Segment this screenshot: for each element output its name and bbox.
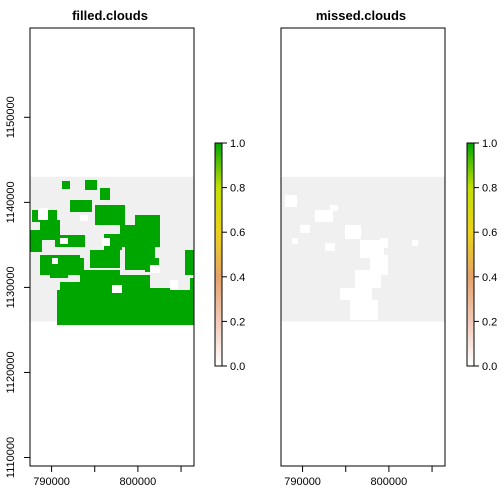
raster-cell: [360, 240, 384, 258]
raster-cell: [345, 225, 361, 239]
raster-cell: [55, 235, 85, 247]
colorbar-tick-label: 0.4: [482, 272, 497, 284]
raster-cell: [150, 265, 160, 273]
raster-cell: [140, 288, 170, 308]
raster-cell: [102, 238, 110, 246]
colorbar-tick-label: 0.8: [482, 183, 497, 195]
raster-cell: [380, 238, 388, 248]
x-axis: 790000 800000: [33, 466, 182, 488]
raster-cell: [355, 270, 381, 288]
colorbar-tick-label: 0.2: [230, 316, 245, 328]
x-axis: 790000 800000: [284, 466, 433, 488]
raster-missed-cells: [285, 195, 418, 320]
raster-cell: [325, 243, 335, 251]
colorbar-tick-label: 0.6: [230, 227, 245, 239]
raster-cell: [38, 208, 48, 220]
x-tick-label: 800000: [371, 476, 408, 488]
colorbar-tick-label: 1.0: [230, 138, 245, 150]
raster-cell: [185, 250, 194, 275]
x-tick-label: 790000: [33, 476, 70, 488]
x-tick-label: 790000: [284, 476, 321, 488]
raster-filled-cells: [30, 180, 194, 325]
y-tick-label: 1130000: [5, 266, 17, 308]
raster-cell: [112, 300, 132, 322]
raster-cell: [165, 300, 190, 316]
raster-cell: [90, 250, 120, 268]
x-tick-label: 800000: [120, 476, 157, 488]
y-axis: 1110000 1120000 1130000 1140000 1150000: [5, 96, 30, 478]
colorbar: [214, 142, 223, 367]
plot-frame: [280, 27, 446, 467]
raster-cell: [95, 205, 125, 225]
panel-title: missed.clouds: [316, 8, 406, 23]
colorbar-tick-label: 0.0: [230, 361, 245, 373]
raster-cell: [52, 258, 58, 264]
raster-cell: [84, 292, 110, 320]
colorbar-legend: 0.0 0.2 0.4 0.6 0.8 1.0: [466, 138, 497, 373]
raster-cell: [112, 285, 122, 293]
raster-cell: [340, 288, 372, 300]
raster-cell: [170, 280, 178, 290]
raster-cell: [350, 300, 378, 320]
raster-cell: [50, 268, 68, 278]
panel-2: missed.clouds 790000 800000 0.0 0.2 0.4 0.6 0.8…: [280, 8, 497, 488]
panel-title: filled.clouds: [72, 8, 148, 23]
raster-cell: [70, 200, 92, 212]
raster-cell: [80, 215, 88, 221]
raster-cell: [285, 195, 297, 207]
colorbar: [466, 142, 475, 367]
raster-cell: [412, 240, 418, 246]
raster-cell: [62, 181, 70, 189]
raster-cell: [80, 270, 120, 286]
raster-cell: [85, 180, 97, 190]
raster-cell: [72, 258, 84, 270]
colorbar-tick-label: 0.0: [482, 361, 497, 373]
y-tick-label: 1140000: [5, 181, 17, 223]
y-tick-label: 1120000: [5, 351, 17, 393]
plot-frame: [29, 27, 195, 467]
raster-cell: [330, 205, 338, 211]
raster-cell: [60, 238, 68, 244]
colorbar-tick-label: 0.4: [230, 272, 245, 284]
raster-cell: [315, 210, 333, 222]
y-tick-label: 1110000: [5, 437, 17, 478]
colorbar-tick-label: 0.6: [482, 227, 497, 239]
raster-cell: [100, 188, 110, 200]
raster-cell: [135, 215, 160, 235]
raster-cell: [30, 230, 42, 252]
raster-cell: [292, 238, 298, 244]
raster-cell: [300, 225, 310, 233]
colorbar-tick-label: 0.8: [230, 183, 245, 195]
y-tick-label: 1150000: [5, 96, 17, 138]
colorbar-tick-label: 1.0: [482, 138, 497, 150]
colorbar-legend: 0.0 0.2 0.4 0.6 0.8 1.0: [214, 138, 245, 373]
raster-cell: [190, 278, 194, 298]
colorbar-tick-label: 0.2: [482, 316, 497, 328]
